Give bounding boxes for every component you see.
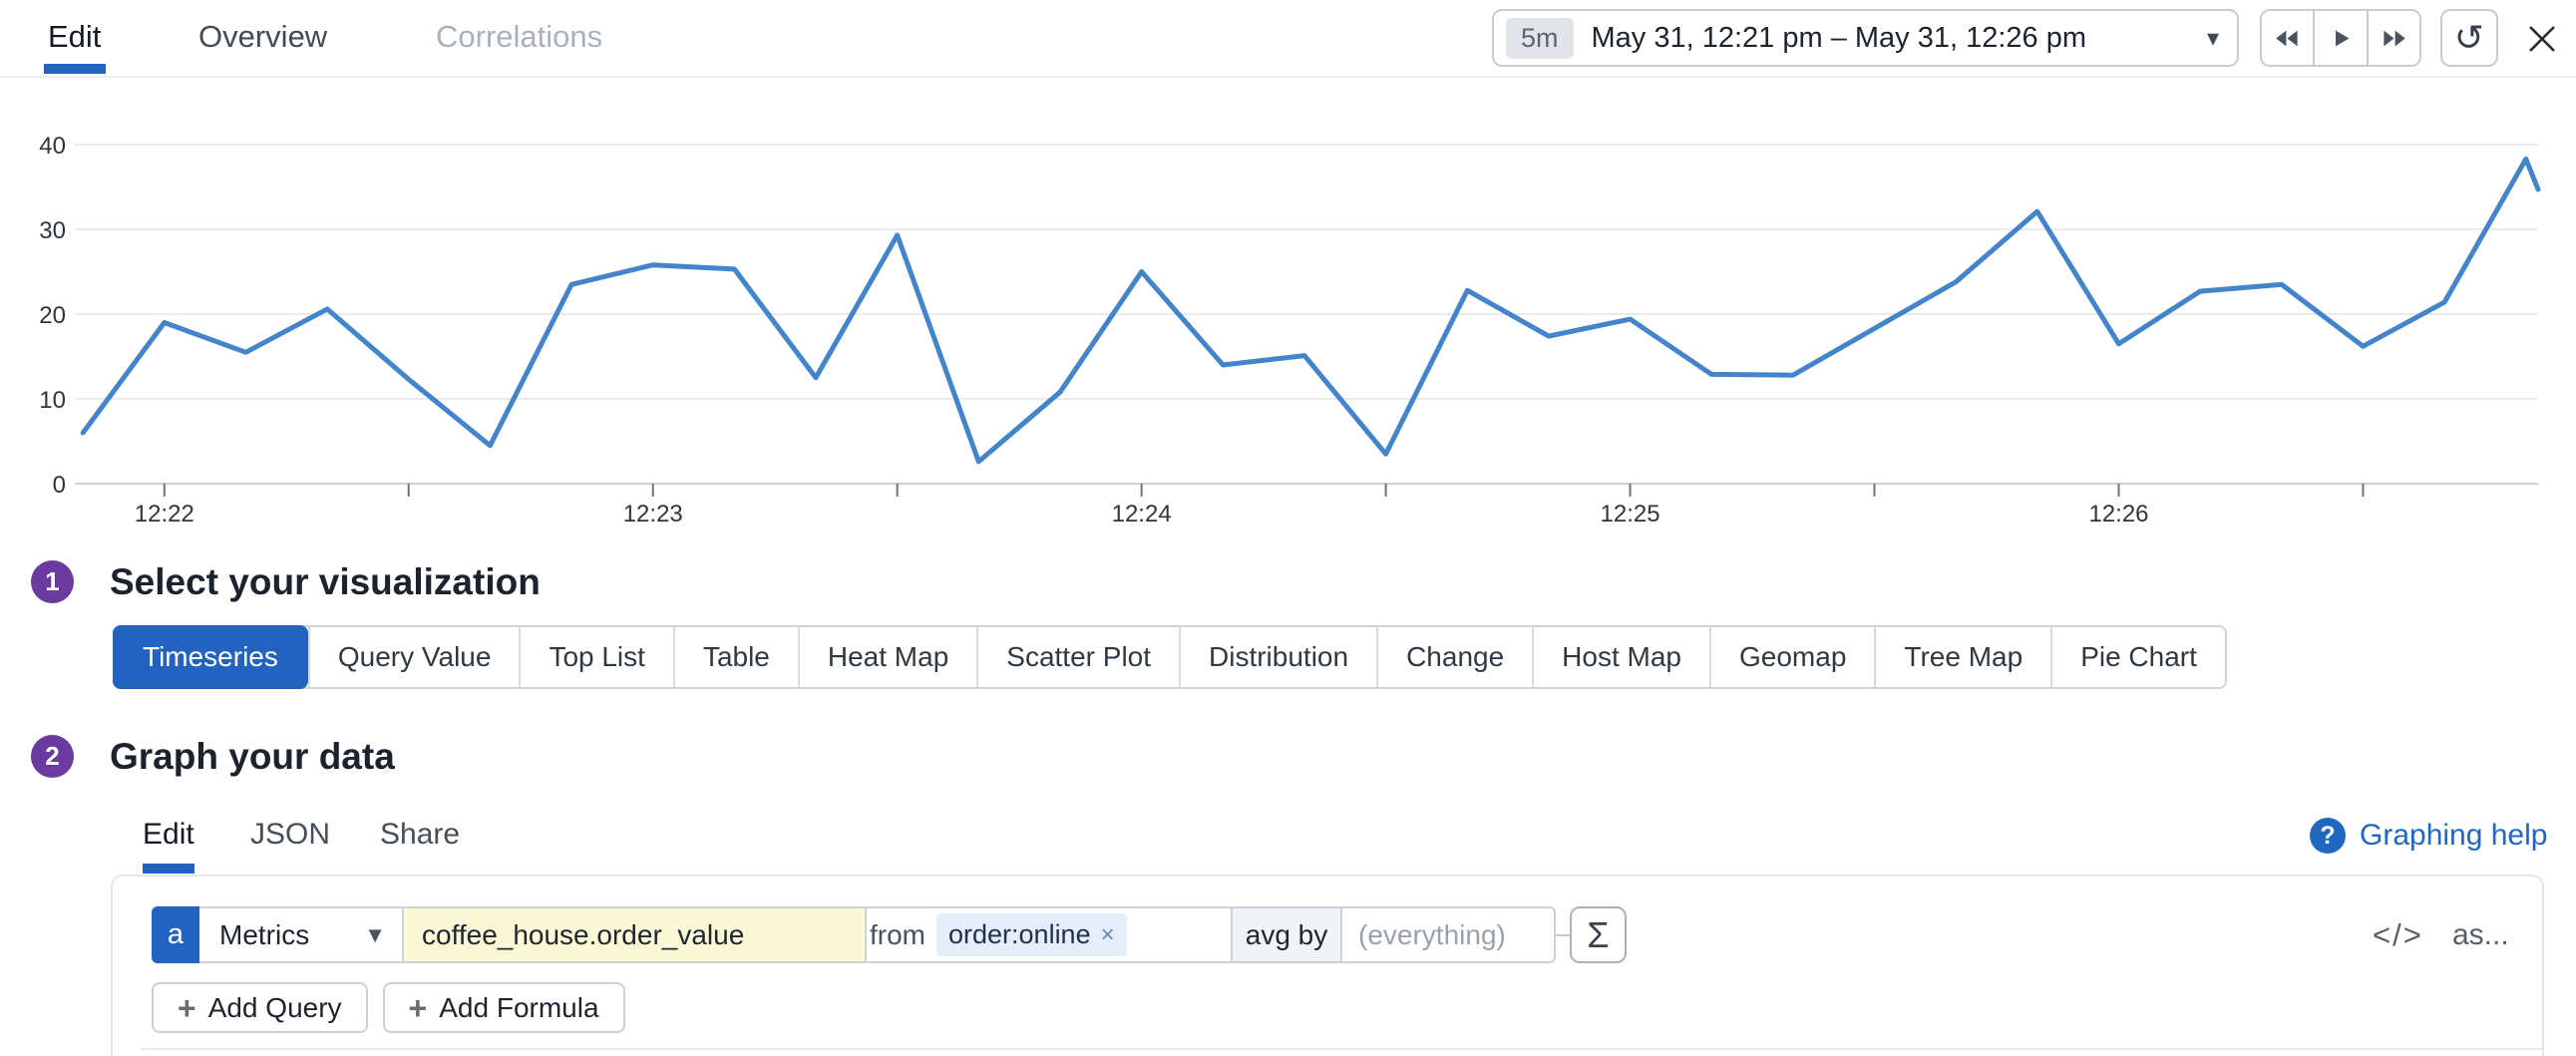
connector-line [1556,933,1570,936]
as-button[interactable]: as... [2452,917,2509,951]
sigma-function-button[interactable]: Σ [1570,906,1627,963]
tab-edit[interactable]: Edit [48,19,102,54]
step-1-badge: 1 [31,560,74,603]
viz-type-top-list[interactable]: Top List [519,627,673,687]
tab-correlations[interactable]: Correlations [436,19,603,54]
graph-tab-json[interactable]: JSON [250,818,331,851]
svg-text:12:23: 12:23 [623,501,683,528]
svg-text:20: 20 [39,302,66,329]
time-shift-controls [2260,9,2421,67]
rewind-icon [2276,30,2298,46]
viz-type-scatter-plot[interactable]: Scatter Plot [976,627,1180,687]
add-query-button[interactable]: + Add Query [152,982,368,1033]
graph-active-tab-underline [143,864,194,874]
timeseries-chart[interactable]: 0 10 20 30 40 12:22 12:23 12:24 12:25 12:26 [0,80,2576,548]
svg-text:12:26: 12:26 [2088,501,2148,528]
refresh-icon: ↺ [2453,17,2485,58]
remove-tag-icon[interactable]: × [1100,920,1115,948]
graphing-help-link[interactable]: ? Graphing help [2310,818,2547,854]
graph-tab-share[interactable]: Share [380,818,461,851]
viz-type-host-map[interactable]: Host Map [1532,627,1709,687]
metric-name-input[interactable]: coffee_house.order_value [404,906,865,963]
chevron-down-icon[interactable]: ▾ [2206,24,2219,52]
filter-tag-input[interactable]: order:online × [928,906,1231,963]
from-label: from [865,906,928,963]
code-view-button[interactable]: </> [2373,916,2423,952]
time-range-picker[interactable]: 5m May 31, 12:21 pm – May 31, 12:26 pm ▾ [1492,9,2239,67]
time-range-label: May 31, 12:21 pm – May 31, 12:26 pm [1591,21,2087,54]
time-preset-badge: 5m [1506,17,1574,59]
data-source-value: Metrics [219,918,310,950]
svg-text:40: 40 [39,133,66,160]
tab-overview[interactable]: Overview [198,19,328,54]
step-forward-button[interactable] [2366,11,2419,65]
viz-type-table[interactable]: Table [672,627,798,687]
top-bar: Edit Overview Correlations 5m May 31, 12… [0,0,2576,78]
add-buttons-row: + Add Query + Add Formula [152,982,625,1033]
query-letter-badge[interactable]: a [152,906,199,963]
step-2-badge: 2 [31,735,74,778]
plus-icon: + [408,989,428,1026]
add-formula-label: Add Formula [439,991,599,1023]
graph-tab-edit[interactable]: Edit [143,818,194,851]
panel-divider [141,1048,2542,1050]
step-backward-button[interactable] [2262,11,2313,65]
graph-your-data-title: Graph your data [110,736,395,777]
fast-forward-icon [2384,30,2405,46]
svg-text:12:25: 12:25 [1601,501,1660,528]
help-icon: ? [2310,818,2346,854]
close-button[interactable] [2517,14,2567,64]
query-editor-panel: a Metrics ▼ coffee_house.order_value fro… [111,875,2544,1056]
add-query-label: Add Query [207,991,342,1023]
viz-type-change[interactable]: Change [1376,627,1533,687]
filter-tag-chip: order:online × [936,913,1127,956]
viz-type-pie-chart[interactable]: Pie Chart [2050,627,2225,687]
svg-text:0: 0 [53,472,66,499]
graphing-help-label: Graphing help [2360,819,2548,852]
data-source-select[interactable]: Metrics ▼ [199,906,404,963]
svg-text:10: 10 [39,387,66,414]
svg-text:12:24: 12:24 [1112,501,1172,528]
plus-icon: + [178,989,196,1026]
play-button[interactable] [2313,11,2366,65]
viz-type-timeseries[interactable]: Timeseries [113,625,308,689]
refresh-button[interactable]: ↺ [2440,9,2498,67]
viz-type-heat-map[interactable]: Heat Map [797,627,977,687]
viz-type-query-value[interactable]: Query Value [307,627,520,687]
svg-text:12:22: 12:22 [135,501,194,528]
filter-tag-label: order:online [948,919,1091,949]
viz-type-group: Timeseries Query Value Top List Table Heat M… [113,625,2227,689]
query-row: a Metrics ▼ coffee_house.order_value fro… [152,906,1627,963]
group-by-input[interactable]: (everything) [1342,906,1556,963]
select-visualization-title: Select your visualization [110,561,541,602]
viz-type-distribution[interactable]: Distribution [1179,627,1377,687]
svg-text:30: 30 [39,217,66,244]
add-formula-button[interactable]: + Add Formula [382,982,625,1033]
aggregator-label[interactable]: avg by [1231,906,1342,963]
viz-type-geomap[interactable]: Geomap [1709,627,1875,687]
close-icon [2529,26,2555,52]
play-icon [2336,30,2350,46]
viz-type-tree-map[interactable]: Tree Map [1874,627,2051,687]
chevron-down-icon: ▼ [364,921,386,947]
active-tab-underline [44,64,106,74]
